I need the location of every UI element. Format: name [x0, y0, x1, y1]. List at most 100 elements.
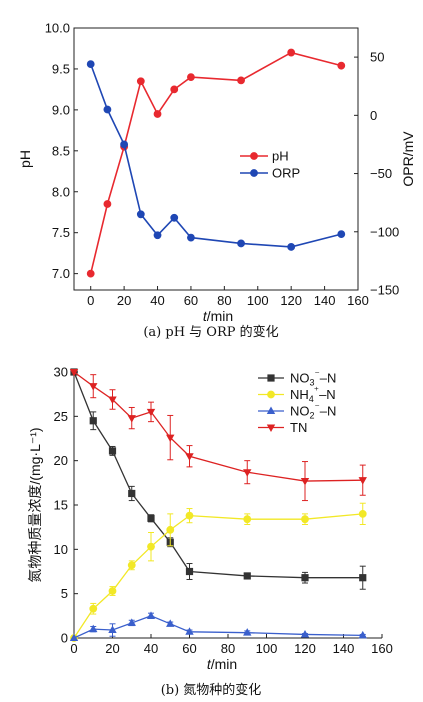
- data-point-nh4n: [147, 542, 155, 551]
- data-point-tn: [89, 383, 98, 391]
- data-point-tn: [127, 415, 136, 423]
- data-point-tn: [185, 453, 194, 461]
- y-right-tick-label-a: 50: [370, 50, 384, 65]
- x-tick-label-a: 160: [347, 293, 369, 308]
- x-tick-label-b: 60: [182, 641, 196, 656]
- data-point-ph: [103, 200, 112, 208]
- data-point-nh4n: [358, 509, 367, 518]
- data-point-ph: [136, 77, 145, 86]
- data-point-nh4n: [185, 511, 194, 520]
- data-point-tn: [146, 408, 156, 417]
- y-tick-label-a: 7.5: [52, 225, 70, 240]
- data-point-orp: [120, 140, 129, 149]
- caption-b: (b) 氮物种的变化: [161, 682, 262, 698]
- data-point-nh4n: [243, 515, 252, 524]
- data-point-no2n: [243, 628, 252, 636]
- y-axis-label-b: 氮物种质量浓度/(mg·L⁻¹): [27, 427, 43, 582]
- data-point-orp: [86, 60, 95, 68]
- x-tick-label-b: 80: [221, 641, 235, 656]
- legend-a: pH ORP: [240, 149, 300, 181]
- data-point-no2n: [69, 633, 79, 641]
- data-point-orp: [170, 213, 179, 222]
- y-tick-label-b: 20: [54, 453, 68, 468]
- data-point-orp: [103, 105, 112, 114]
- data-point-ph: [170, 85, 179, 94]
- data-point-no3n: [128, 489, 136, 498]
- data-point-no3n: [301, 574, 309, 582]
- data-point-no3n: [108, 447, 117, 455]
- y-right-tick-label-a: −150: [370, 283, 399, 298]
- x-axis-label-a: t/min: [203, 308, 233, 324]
- x-axis-label-b: t/min: [207, 656, 237, 672]
- chart-a-ph-orp: 0 20 40 60 80 100 120 140 160 7.0 7.5 8.0 8.5 9.0 9.5 1…: [17, 21, 416, 325]
- data-point-ph: [287, 48, 296, 57]
- y-tick-label-b: 30: [54, 365, 68, 380]
- data-point-tn: [69, 369, 79, 377]
- data-point-tn: [108, 396, 117, 404]
- y-tick-label-a: 8.0: [52, 184, 70, 199]
- x-tick-label-a: 140: [314, 293, 336, 308]
- data-point-tn: [358, 477, 367, 485]
- x-tick-label-b: 120: [294, 641, 316, 656]
- data-point-no2n: [300, 629, 310, 638]
- x-tick-label-a: 20: [117, 293, 131, 308]
- chart-b-nitrogen-species: 0 20 40 60 80 100 120 140 160 0 5 10 15 20 25 30 氮物种质量浓度…: [27, 365, 393, 673]
- legend-marker: [266, 424, 276, 432]
- x-tick-label-b: 100: [256, 641, 278, 656]
- y-right-tick-label-a: −50: [370, 166, 392, 181]
- legend-label: TN: [290, 420, 307, 435]
- data-point-orp: [237, 239, 245, 248]
- data-point-orp: [136, 210, 145, 219]
- data-point-orp: [337, 230, 346, 239]
- data-point-no3n: [359, 574, 367, 582]
- y-right-axis-label-a: OPR/mV: [400, 131, 416, 187]
- data-point-ph: [237, 76, 245, 85]
- data-point-no3n: [89, 417, 97, 425]
- y-tick-label-a: 7.0: [52, 266, 70, 281]
- series-line-no2n: [73, 615, 363, 639]
- data-point-nh4n: [127, 561, 136, 570]
- data-point-orp: [187, 233, 195, 242]
- data-point-ph: [187, 73, 195, 82]
- x-tick-label-a: 0: [87, 293, 94, 308]
- data-point-no2n: [358, 630, 367, 639]
- data-point-ph: [153, 110, 162, 118]
- legend-label: pH: [272, 149, 289, 164]
- y-tick-label-b: 10: [54, 542, 68, 557]
- legend-label: NH4⁺–N: [290, 386, 336, 404]
- series-line-tn: [73, 371, 363, 482]
- data-point-orp: [287, 243, 296, 251]
- legend-marker: [267, 390, 275, 399]
- x-tick-label-b: 20: [105, 641, 119, 656]
- series-line-no3n: [73, 371, 363, 579]
- data-point-no2n: [185, 627, 194, 635]
- y-right-tick-label-a: −100: [370, 224, 399, 239]
- series-line-ph: [89, 51, 342, 274]
- legend-marker: [250, 169, 258, 177]
- data-point-orp: [153, 231, 162, 240]
- x-tick-label-b: 40: [144, 641, 158, 656]
- data-point-tn: [300, 478, 310, 486]
- caption-a: (a) pH 与 ORP 的变化: [143, 324, 278, 340]
- y-tick-label-a: 8.5: [52, 143, 70, 158]
- data-point-no2n: [127, 618, 136, 626]
- data-point-ph: [337, 61, 346, 70]
- legend-marker: [250, 152, 258, 160]
- y-tick-label-a: 10.0: [45, 21, 70, 36]
- legend-marker: [266, 406, 276, 414]
- data-point-no3n: [185, 567, 194, 576]
- data-point-no2n: [89, 624, 98, 633]
- y-axis-label-a: pH: [17, 150, 33, 168]
- y-tick-label-b: 15: [54, 498, 68, 513]
- data-point-tn: [166, 434, 175, 443]
- y-tick-label-a: 9.5: [52, 61, 70, 76]
- legend-label: NO3⁻–N: [290, 370, 336, 388]
- x-tick-label-b: 0: [70, 641, 77, 656]
- data-point-no2n: [146, 611, 156, 619]
- x-tick-label-b: 140: [333, 641, 355, 656]
- y-tick-label-a: 9.0: [52, 102, 70, 117]
- data-point-nh4n: [166, 525, 175, 534]
- y-tick-label-b: 0: [61, 631, 68, 646]
